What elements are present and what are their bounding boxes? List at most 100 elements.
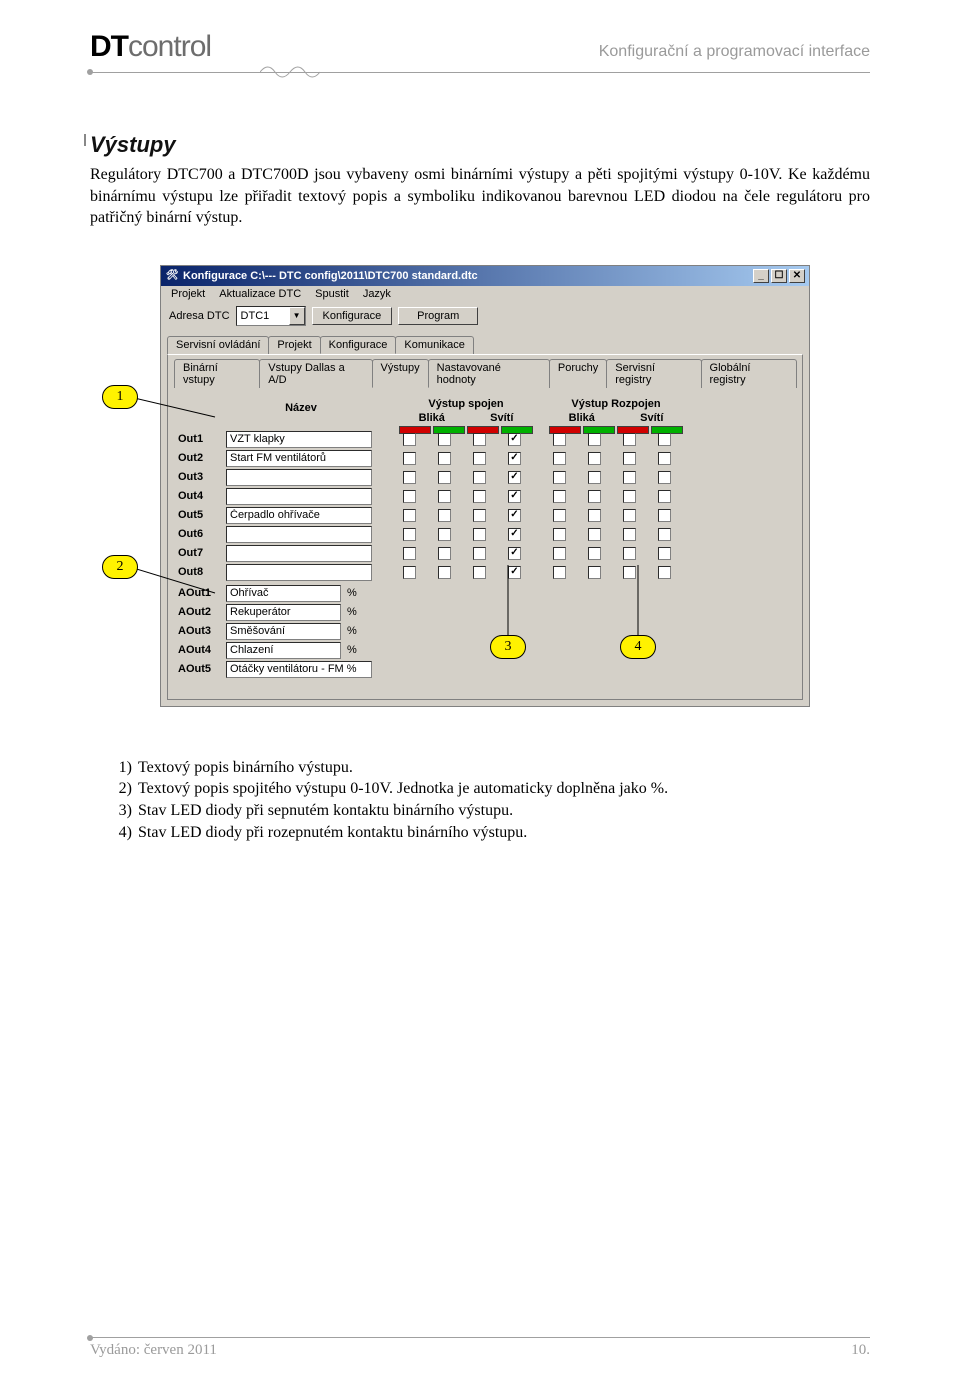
checkbox[interactable] [508, 452, 521, 465]
menu-spustit[interactable]: Spustit [315, 288, 349, 300]
maximize-button[interactable]: ☐ [771, 269, 787, 283]
checkbox[interactable] [588, 566, 601, 579]
checkbox[interactable] [623, 471, 636, 484]
checkbox[interactable] [588, 471, 601, 484]
checkbox[interactable] [553, 433, 566, 446]
konfigurace-button[interactable]: Konfigurace [312, 307, 393, 325]
checkbox[interactable] [588, 509, 601, 522]
analog-name-input[interactable] [226, 642, 341, 659]
checkbox[interactable] [473, 566, 486, 579]
subtab-binarni-vstupy[interactable]: Binární vstupy [174, 359, 260, 388]
checkbox[interactable] [658, 547, 671, 560]
checkbox[interactable] [438, 433, 451, 446]
checkbox[interactable] [588, 490, 601, 503]
checkbox[interactable] [588, 528, 601, 541]
checkbox[interactable] [508, 490, 521, 503]
checkbox[interactable] [438, 471, 451, 484]
titlebar[interactable]: 🛠 Konfigurace C:\--- DTC config\2011\DTC… [161, 266, 809, 286]
subtab-globalni-reg[interactable]: Globální registry [701, 359, 797, 388]
checkbox[interactable] [438, 490, 451, 503]
output-name-input[interactable] [226, 545, 372, 562]
checkbox[interactable] [473, 471, 486, 484]
checkbox[interactable] [658, 490, 671, 503]
address-combo[interactable]: DTC1 ▼ [236, 306, 306, 326]
checkbox[interactable] [403, 433, 416, 446]
checkbox[interactable] [623, 528, 636, 541]
subtab-poruchy[interactable]: Poruchy [549, 359, 607, 388]
subtab-servisni-reg[interactable]: Servisní registry [606, 359, 701, 388]
menu-aktualizace[interactable]: Aktualizace DTC [219, 288, 301, 300]
checkbox[interactable] [658, 509, 671, 522]
checkbox[interactable] [553, 452, 566, 465]
menu-projekt[interactable]: Projekt [171, 288, 205, 300]
checkbox[interactable] [473, 452, 486, 465]
analog-name-input[interactable] [226, 661, 372, 678]
checkbox[interactable] [473, 490, 486, 503]
checkbox[interactable] [438, 452, 451, 465]
checkbox[interactable] [588, 452, 601, 465]
checkbox[interactable] [403, 547, 416, 560]
checkbox[interactable] [438, 547, 451, 560]
checkbox[interactable] [623, 566, 636, 579]
checkbox[interactable] [553, 509, 566, 522]
checkbox[interactable] [658, 452, 671, 465]
close-button[interactable]: ✕ [789, 269, 805, 283]
checkbox[interactable] [508, 471, 521, 484]
checkbox[interactable] [588, 547, 601, 560]
checkbox[interactable] [658, 433, 671, 446]
checkbox[interactable] [553, 528, 566, 541]
subtab-nastavovane[interactable]: Nastavované hodnoty [428, 359, 550, 388]
checkbox[interactable] [438, 528, 451, 541]
checkbox[interactable] [553, 471, 566, 484]
checkbox[interactable] [473, 528, 486, 541]
checkbox[interactable] [508, 433, 521, 446]
checkbox[interactable] [508, 528, 521, 541]
checkbox[interactable] [658, 566, 671, 579]
checkbox[interactable] [403, 452, 416, 465]
screenshot-wrapper: 1 2 3 4 🛠 Konfigurace C:\--- DTC config\… [90, 265, 870, 707]
checkbox[interactable] [508, 547, 521, 560]
checkbox[interactable] [403, 509, 416, 522]
output-name-input[interactable] [226, 469, 372, 486]
checkbox[interactable] [438, 509, 451, 522]
checkbox[interactable] [623, 547, 636, 560]
analog-name-input[interactable] [226, 604, 341, 621]
checkbox[interactable] [588, 433, 601, 446]
subtab-vystupy[interactable]: Výstupy [372, 359, 429, 388]
tab-konfigurace[interactable]: Konfigurace [320, 336, 397, 354]
checkbox[interactable] [658, 471, 671, 484]
output-name-input[interactable] [226, 564, 372, 581]
checkbox[interactable] [553, 566, 566, 579]
checkbox[interactable] [403, 490, 416, 503]
checkbox[interactable] [623, 490, 636, 503]
output-name-input[interactable] [226, 526, 372, 543]
program-button[interactable]: Program [398, 307, 478, 325]
checkbox[interactable] [473, 547, 486, 560]
checkbox[interactable] [473, 509, 486, 522]
analog-name-input[interactable] [226, 585, 341, 602]
chevron-down-icon[interactable]: ▼ [289, 307, 305, 325]
checkbox[interactable] [623, 452, 636, 465]
checkbox[interactable] [658, 528, 671, 541]
checkbox[interactable] [623, 433, 636, 446]
output-name-input[interactable] [226, 450, 372, 467]
checkbox[interactable] [403, 528, 416, 541]
checkbox[interactable] [623, 509, 636, 522]
analog-name-input[interactable] [226, 623, 341, 640]
checkbox[interactable] [403, 566, 416, 579]
subtab-dallas[interactable]: Vstupy Dallas a A/D [259, 359, 372, 388]
tab-servisni-ovladani[interactable]: Servisní ovládání [167, 336, 269, 354]
tab-projekt[interactable]: Projekt [268, 336, 320, 354]
checkbox[interactable] [438, 566, 451, 579]
menu-jazyk[interactable]: Jazyk [363, 288, 391, 300]
minimize-button[interactable]: _ [753, 269, 769, 283]
checkbox[interactable] [403, 471, 416, 484]
tab-komunikace[interactable]: Komunikace [395, 336, 474, 354]
checkbox[interactable] [553, 547, 566, 560]
output-name-input[interactable] [226, 507, 372, 524]
checkbox[interactable] [553, 490, 566, 503]
output-name-input[interactable] [226, 488, 372, 505]
checkbox[interactable] [473, 433, 486, 446]
checkbox[interactable] [508, 509, 521, 522]
output-name-input[interactable] [226, 431, 372, 448]
